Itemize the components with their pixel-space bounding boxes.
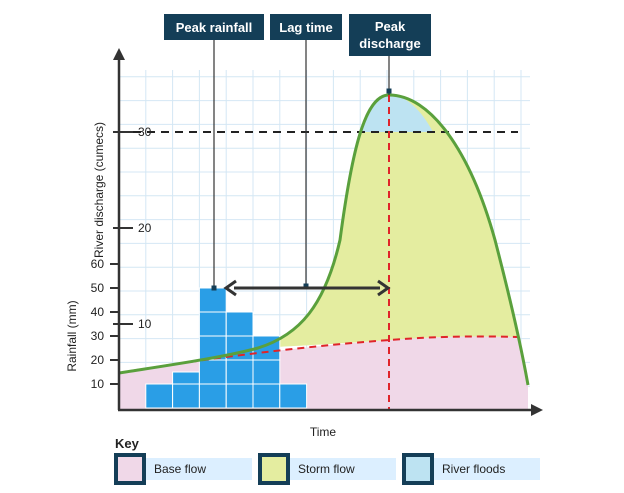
key-swatch bbox=[258, 453, 290, 485]
rainfall-bars bbox=[145, 287, 308, 409]
rainfall-bar bbox=[172, 371, 200, 409]
x-axis-label: Time bbox=[310, 425, 337, 439]
x-axis-arrow bbox=[531, 404, 543, 416]
discharge-tick-label: 30 bbox=[138, 125, 152, 139]
key-swatch bbox=[402, 453, 434, 485]
key: Base flow Storm flow River floods bbox=[114, 453, 540, 485]
key-item-bg bbox=[280, 458, 396, 480]
lag-time-text: Lag time bbox=[279, 20, 332, 35]
annotation-endpoints bbox=[211, 88, 392, 291]
key-item: Storm flow bbox=[258, 453, 396, 485]
y-axis-label-discharge: River discharge (cumecs) bbox=[92, 122, 106, 258]
key-item-bg bbox=[136, 458, 252, 480]
rainfall-bar bbox=[198, 287, 227, 409]
river-floods-area bbox=[359, 95, 433, 132]
peak-discharge-text-1: Peak bbox=[375, 19, 406, 34]
peak-rainfall-label: Peak rainfall bbox=[164, 14, 264, 40]
lag-time-label: Lag time bbox=[270, 14, 342, 40]
discharge-curve bbox=[118, 93, 530, 386]
rainfall-tick-label: 30 bbox=[91, 329, 105, 343]
y-axis-label-rainfall: Rainfall (mm) bbox=[65, 300, 79, 371]
annotation-lines bbox=[213, 38, 390, 288]
key-item: River floods bbox=[402, 453, 540, 485]
rainfall-tick-label: 60 bbox=[91, 257, 105, 271]
discharge-tick-label: 10 bbox=[138, 317, 152, 331]
rainfall-tick-label: 40 bbox=[91, 305, 105, 319]
key-item: Base flow bbox=[114, 453, 252, 485]
rainfall-tick-label: 50 bbox=[91, 281, 105, 295]
base-flow-line bbox=[118, 335, 519, 374]
rainfall-bar bbox=[225, 311, 254, 409]
rainfall-tick-label: 10 bbox=[91, 377, 105, 391]
key-title: Key bbox=[115, 436, 140, 451]
rainfall-bar bbox=[145, 383, 174, 409]
key-item-label: River floods bbox=[442, 462, 505, 476]
axis-ticks: 10 20 30 40 50 60 10 20 30 bbox=[91, 125, 152, 391]
axes bbox=[117, 56, 534, 412]
rainfall-bar bbox=[279, 383, 308, 409]
peak-rainfall-text: Peak rainfall bbox=[176, 20, 253, 35]
lag-time-arrow bbox=[223, 279, 391, 297]
y-axis-arrow bbox=[113, 48, 125, 60]
key-swatch bbox=[114, 453, 146, 485]
discharge-tick-label: 20 bbox=[138, 221, 152, 235]
key-item-label: Storm flow bbox=[298, 462, 355, 476]
key-item-bg bbox=[424, 458, 540, 480]
peak-discharge-text-2: discharge bbox=[359, 36, 420, 51]
rainfall-tick-label: 20 bbox=[91, 353, 105, 367]
key-item-label: Base flow bbox=[154, 462, 206, 476]
peak-discharge-label: Peak discharge bbox=[349, 14, 431, 56]
